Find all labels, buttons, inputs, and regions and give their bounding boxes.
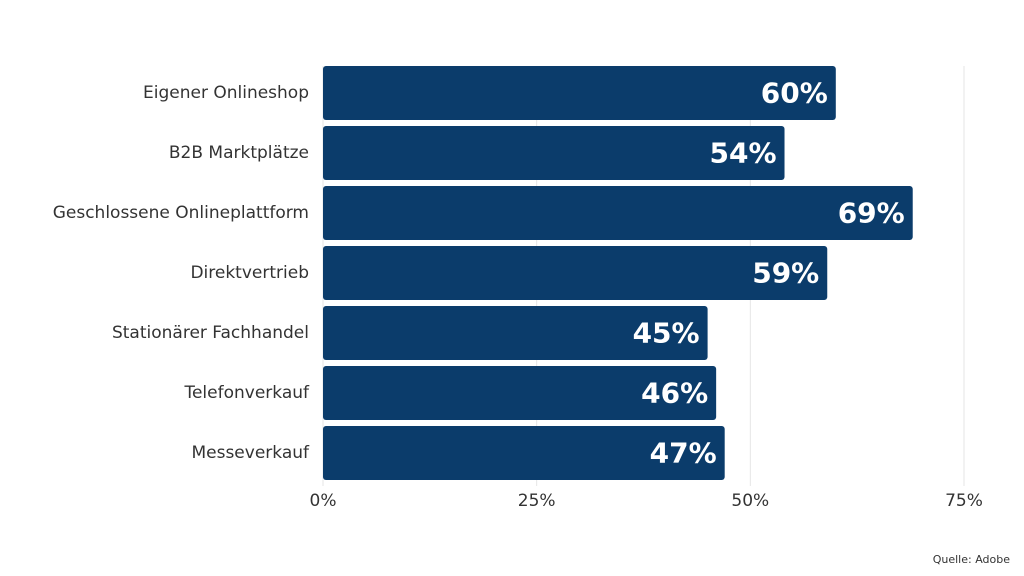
category-label: Stationärer Fachhandel [112, 323, 309, 343]
source-note: Quelle: Adobe [932, 553, 1010, 566]
category-label: Messeverkauf [191, 443, 310, 463]
bar [323, 186, 913, 240]
bar [323, 426, 725, 480]
x-tick-label: 50% [731, 491, 769, 511]
bars [323, 66, 913, 480]
x-tick-label: 75% [945, 491, 983, 511]
x-tick-label: 25% [518, 491, 556, 511]
category-label: Telefonverkauf [183, 383, 310, 403]
value-label: 60% [761, 77, 828, 110]
category-label: B2B Marktplätze [169, 143, 309, 163]
value-label: 45% [633, 317, 700, 350]
value-label: 47% [650, 437, 717, 470]
x-axis-ticks: 0% 25% 50% 75% [310, 491, 983, 511]
bar [323, 126, 785, 180]
bar [323, 246, 828, 300]
category-labels: Eigener Onlineshop B2B Marktplätze Geschlo… [53, 83, 310, 463]
category-label: Eigener Onlineshop [143, 83, 309, 103]
value-label: 54% [709, 137, 776, 170]
value-labels: 60% 54% 69% 59% 45% 46% 47% [633, 77, 905, 470]
value-label: 46% [641, 377, 708, 410]
bar [323, 66, 836, 120]
x-tick-label: 0% [310, 491, 337, 511]
category-label: Direktvertrieb [190, 263, 309, 283]
category-label: Geschlossene Onlineplattform [53, 203, 309, 223]
bar [323, 366, 717, 420]
bar [323, 306, 708, 360]
value-label: 69% [838, 197, 905, 230]
value-label: 59% [752, 257, 819, 290]
